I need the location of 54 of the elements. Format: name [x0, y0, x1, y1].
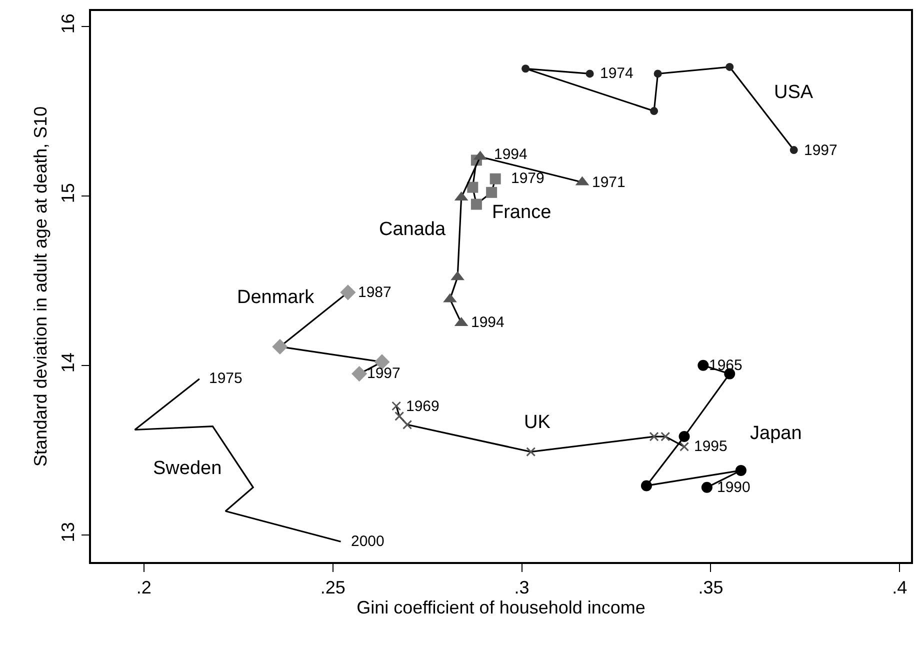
point — [470, 198, 482, 210]
point — [522, 64, 530, 73]
point — [650, 107, 658, 116]
point — [394, 411, 404, 421]
annotation: 1990 — [717, 479, 750, 496]
x-tick-label: .2 — [136, 577, 152, 598]
point — [486, 186, 498, 198]
annotation: 1994 — [471, 314, 504, 331]
annotation: 1974 — [600, 65, 634, 82]
point — [640, 480, 652, 492]
point — [698, 360, 709, 371]
point — [272, 338, 288, 354]
point — [402, 420, 412, 430]
point — [790, 146, 798, 154]
series-label: Japan — [750, 423, 802, 444]
annotation: 1997 — [367, 365, 400, 382]
point — [340, 284, 356, 300]
annotation: 1979 — [511, 170, 544, 187]
x-tick-label: .3 — [514, 577, 530, 598]
x-axis-title: Gini coefficient of household income — [356, 597, 646, 618]
annotation: 1969 — [406, 398, 440, 415]
point — [526, 447, 536, 457]
x-tick-label: .25 — [320, 577, 346, 598]
x-tick-label: .35 — [698, 577, 724, 598]
y-tick-label: 15 — [58, 183, 78, 204]
annotation: 1997 — [804, 142, 838, 159]
annotation: 1995 — [694, 438, 728, 455]
y-tick-label: 14 — [58, 352, 78, 373]
annotation: 1994 — [494, 146, 528, 163]
x-tick-label: .4 — [892, 577, 908, 598]
y-tick-label: 13 — [58, 522, 78, 542]
point — [735, 464, 746, 476]
annotation: 1975 — [209, 370, 242, 387]
annotation: 1971 — [592, 174, 626, 191]
point — [654, 70, 662, 78]
annotation: 1987 — [358, 284, 392, 301]
series-label: France — [492, 202, 552, 223]
point — [678, 431, 690, 442]
series-label: UK — [524, 412, 551, 433]
y-axis-title: Standard deviation in adult age at death, S10 — [30, 106, 51, 467]
point — [467, 182, 478, 193]
y-tick-label: 16 — [58, 14, 78, 34]
point — [680, 442, 690, 452]
series-label: Canada — [379, 219, 446, 240]
point — [701, 482, 712, 493]
point — [726, 62, 734, 71]
point — [392, 401, 402, 411]
series-label: Denmark — [237, 287, 315, 308]
point — [490, 173, 501, 184]
series-label: USA — [774, 82, 814, 103]
annotation: 2000 — [351, 533, 384, 550]
series-label: Sweden — [153, 458, 222, 479]
point — [586, 70, 594, 78]
point — [351, 366, 368, 382]
